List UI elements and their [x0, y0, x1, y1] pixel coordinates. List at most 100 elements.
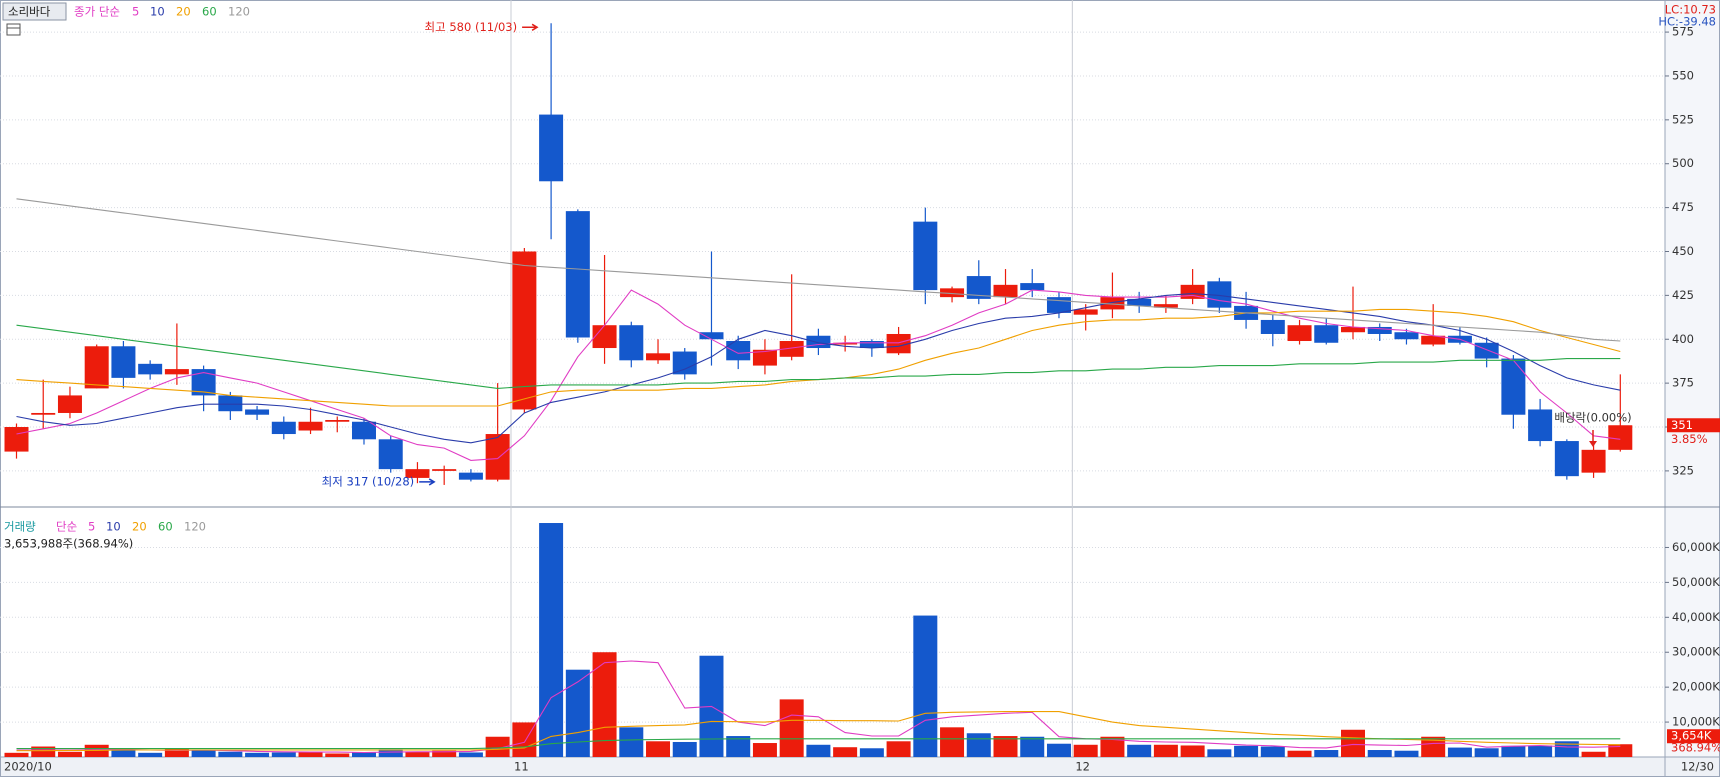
x-tick-label: 12	[1075, 760, 1090, 774]
candle-body	[779, 341, 804, 357]
y-tick-label: 375	[1672, 376, 1694, 390]
volume-bar	[752, 743, 777, 757]
volume-bar	[779, 699, 804, 757]
legend-entry: 120	[228, 5, 250, 19]
high-arrow	[522, 23, 539, 31]
volume-bar	[218, 751, 243, 757]
legend-entry: 60	[202, 5, 217, 19]
legend-entry: 60	[158, 520, 173, 534]
candle-body	[886, 333, 911, 354]
legend-entry: 10	[106, 520, 121, 534]
candle-body	[1341, 326, 1365, 333]
volume-bar	[592, 652, 617, 757]
volume-bar	[164, 748, 189, 757]
volume-bar	[1127, 744, 1152, 757]
volume-bar	[565, 669, 590, 757]
candle-body	[592, 325, 617, 349]
candle-body	[458, 472, 483, 480]
volume-badge-label: 3,654K	[1671, 729, 1712, 743]
candle-body	[539, 114, 564, 182]
candle-body	[1367, 326, 1392, 334]
candle-body	[1421, 335, 1446, 345]
volume-bar	[1474, 748, 1499, 757]
volume-bar	[1046, 743, 1071, 757]
volume-bar	[646, 741, 671, 757]
event-label: 배당락(0.00%)	[1554, 411, 1631, 425]
candle-body	[752, 349, 777, 366]
y-tick-label: 575	[1672, 25, 1694, 39]
candle-body	[351, 421, 376, 440]
volume-bar	[351, 752, 376, 757]
candle-body	[405, 469, 430, 478]
y-tick-label: 30,000K	[1672, 645, 1720, 659]
volume-average-line	[16, 711, 1621, 752]
high-annotation: 최고 580 (11/03)	[425, 20, 518, 34]
symbol-box[interactable]	[2, 2, 67, 21]
candle-body	[164, 369, 189, 375]
legend-entry: 5	[88, 520, 95, 534]
volume-bar	[1528, 745, 1553, 757]
volume-bar	[886, 741, 911, 757]
volume-bar	[4, 752, 29, 757]
candle-body	[378, 439, 403, 470]
volume-bar	[458, 752, 483, 757]
volume-title: 거래량	[4, 520, 36, 534]
candle-body	[1046, 297, 1071, 313]
candle-body	[1020, 283, 1045, 291]
volume-bar	[1100, 736, 1125, 757]
candle-body	[1100, 297, 1125, 310]
volume-bar	[1314, 750, 1339, 757]
candle-body	[432, 469, 457, 471]
candle-body	[1581, 449, 1606, 473]
y-tick-label: 425	[1672, 288, 1694, 302]
candle-body	[1260, 319, 1285, 334]
legend-entry: 5	[132, 5, 139, 19]
candle-body	[699, 332, 724, 340]
moving-average-line	[16, 324, 1621, 389]
candle-body	[806, 335, 831, 349]
candle-body	[1474, 342, 1499, 359]
y-tick-label: 20,000K	[1672, 680, 1720, 694]
volume-bar	[1287, 750, 1312, 757]
volume-bar	[405, 751, 430, 757]
change-label: 3.85%	[1671, 432, 1708, 446]
candle-body	[325, 419, 350, 422]
corner-label: LC:10.73	[1665, 3, 1716, 17]
volume-bar	[138, 752, 163, 757]
volume-bar	[1421, 736, 1446, 757]
volume-bar	[111, 750, 136, 757]
candle-body	[111, 346, 136, 378]
volume-bar	[1341, 729, 1365, 757]
volume-bar	[993, 736, 1018, 757]
volume-bar	[378, 749, 403, 757]
volume-bar	[1554, 741, 1579, 757]
candle-body	[913, 221, 938, 291]
y-tick-label: 60,000K	[1672, 540, 1720, 554]
volume-ratio-label: 368.94%	[1671, 741, 1720, 755]
legend-entry: 120	[184, 520, 206, 534]
volume-bar	[859, 748, 884, 757]
volume-bar	[245, 752, 270, 757]
candle-body	[646, 353, 671, 361]
low-arrow	[419, 478, 436, 486]
symbol-name: 소리바다	[8, 5, 51, 19]
candle-body	[138, 363, 163, 375]
volume-bar	[432, 750, 457, 757]
volume-bar	[913, 615, 938, 757]
legend-entry: 20	[176, 5, 191, 19]
candle-body	[31, 412, 56, 415]
volume-bar	[57, 751, 82, 757]
candle-body	[218, 395, 243, 412]
candle-body	[1314, 325, 1339, 343]
y-tick-label: 400	[1672, 332, 1694, 346]
candle-body	[1501, 358, 1526, 415]
volume-bar	[271, 752, 296, 757]
volume-subtitle: 3,653,988주(368.94%)	[4, 537, 133, 551]
candle-body	[1528, 409, 1553, 442]
calendar-icon[interactable]	[6, 23, 21, 36]
volume-bar	[833, 747, 858, 757]
candle-body	[298, 421, 323, 431]
volume-bar	[1260, 746, 1285, 757]
